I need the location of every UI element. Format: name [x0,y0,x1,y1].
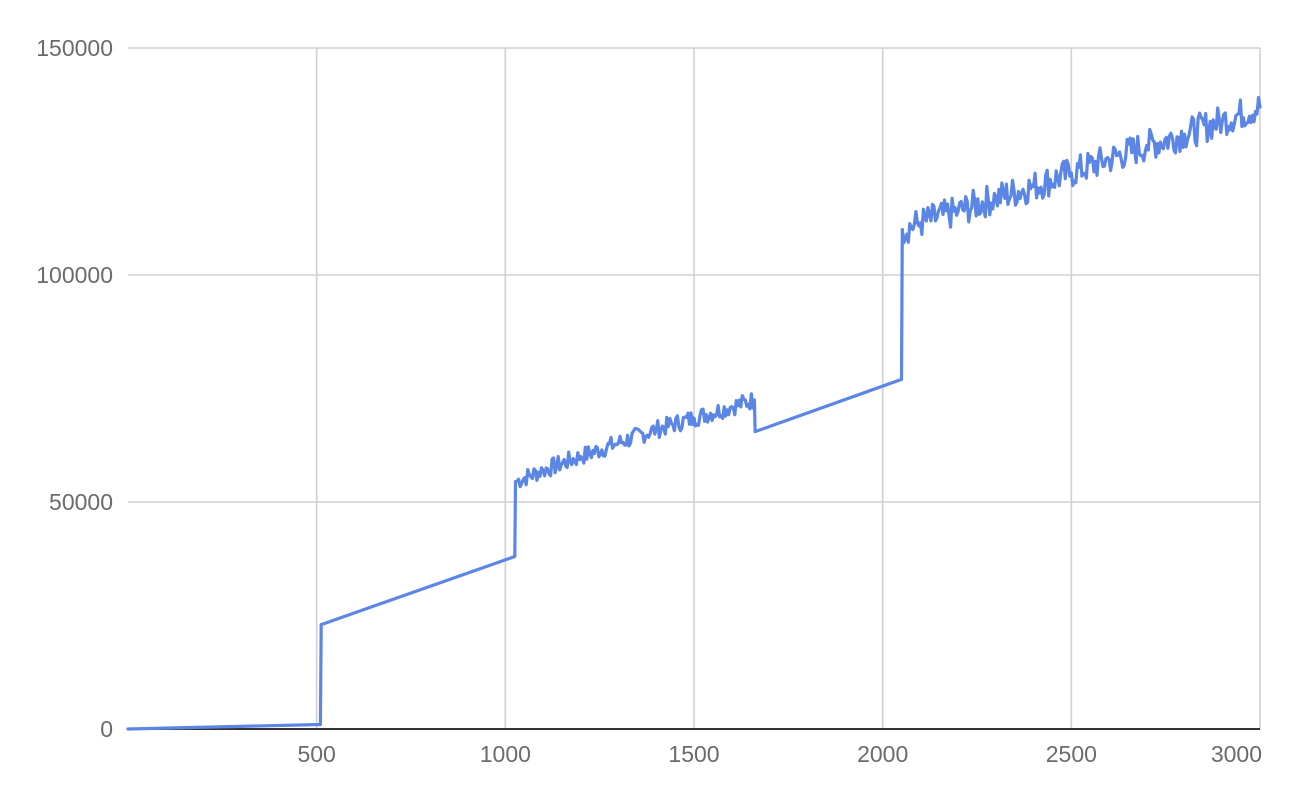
y-tick-label: 50000 [49,489,113,515]
x-axis-tick-labels: 500 1000 1500 2000 2500 3000 [297,741,1262,767]
data-point [918,221,922,225]
data-point [752,398,756,402]
series-lines [126,95,1262,731]
x-tick-label: 2500 [1046,741,1097,767]
data-point [1069,171,1073,175]
data-point [126,727,130,731]
x-tick-label: 2000 [857,741,908,767]
y-tick-label: 100000 [36,262,113,288]
data-point [579,455,583,459]
data-point [318,722,322,726]
x-tick-label: 1500 [668,741,719,767]
x-tick-label: 1000 [480,741,531,767]
y-axis-tick-labels: 0 50000 100000 150000 [36,35,113,742]
data-point [1220,119,1224,123]
y-tick-label: 0 [100,716,113,742]
x-tick-label: 3000 [1211,741,1262,767]
data-point [692,416,696,420]
x-tick-label: 500 [297,741,335,767]
data-point [617,441,621,445]
data-point [513,554,517,558]
data-point [541,468,545,472]
data-point [514,480,518,484]
data-point [654,427,658,431]
data-point [900,377,904,381]
data-point [1258,105,1262,109]
data-point [994,196,998,200]
data-point [1183,132,1187,136]
data-point [319,623,323,627]
gridlines [128,47,1261,729]
data-point [730,405,734,409]
data-point [1145,144,1149,148]
y-tick-label: 150000 [36,35,113,61]
data-point [1107,157,1111,161]
data-point [956,209,960,213]
data-point [753,430,757,434]
data-point [1032,184,1036,188]
data-point [900,228,904,232]
series-line [126,95,1262,731]
